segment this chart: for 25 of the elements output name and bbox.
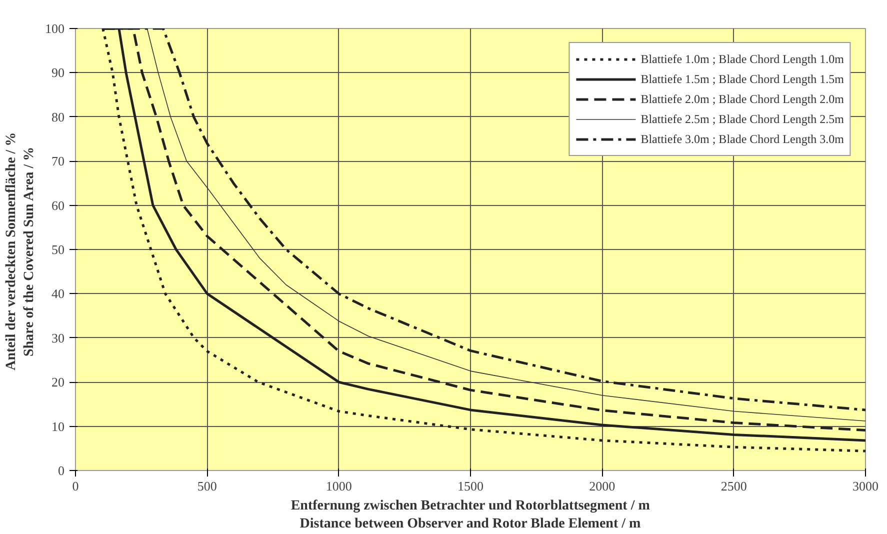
legend-label: Blattiefe 1.5m ; Blade Chord Length 1.5m bbox=[640, 72, 844, 86]
y-axis-title: Anteil der verdeckten Sonnenfläche / % Share of the Covered Sun Area / % bbox=[4, 132, 37, 370]
y-tick-label: 100 bbox=[45, 21, 64, 36]
y-tick-label: 70 bbox=[52, 154, 64, 169]
y-tick-label: 50 bbox=[52, 242, 64, 257]
y-tick-label: 40 bbox=[52, 286, 64, 302]
x-tick-label: 3000 bbox=[852, 478, 878, 494]
y-tick-label: 30 bbox=[52, 330, 64, 346]
x-tick-label: 2500 bbox=[720, 478, 747, 494]
y-tick-label: 60 bbox=[52, 198, 64, 213]
y-tick-label: 20 bbox=[52, 374, 64, 390]
y-tick-label: 0 bbox=[58, 463, 64, 478]
legend-label: Blattiefe 2.0m ; Blade Chord Length 2.0m bbox=[640, 92, 844, 106]
legend-label: Blattiefe 3.0m ; Blade Chord Length 3.0m bbox=[640, 132, 844, 146]
x-axis-title: Entfernung zwischen Betrachter und Rotorblattsegment / m Distance between Observer and Rotor Blade Element / m bbox=[290, 498, 650, 532]
y-tick-label: 80 bbox=[52, 109, 64, 124]
x-tick-label: 1000 bbox=[326, 478, 352, 494]
x-tick-label: 1500 bbox=[458, 478, 484, 494]
legend-label: Blattiefe 1.0m ; Blade Chord Length 1.0m bbox=[640, 52, 844, 66]
legend-label: Blattiefe 2.5m ; Blade Chord Length 2.5m bbox=[640, 112, 844, 126]
y-tick-label: 90 bbox=[52, 65, 64, 80]
x-tick-label: 500 bbox=[197, 478, 217, 494]
x-tick-label: 0 bbox=[72, 478, 79, 494]
x-tick-label: 2000 bbox=[589, 478, 616, 494]
y-tick-label: 10 bbox=[52, 418, 64, 434]
